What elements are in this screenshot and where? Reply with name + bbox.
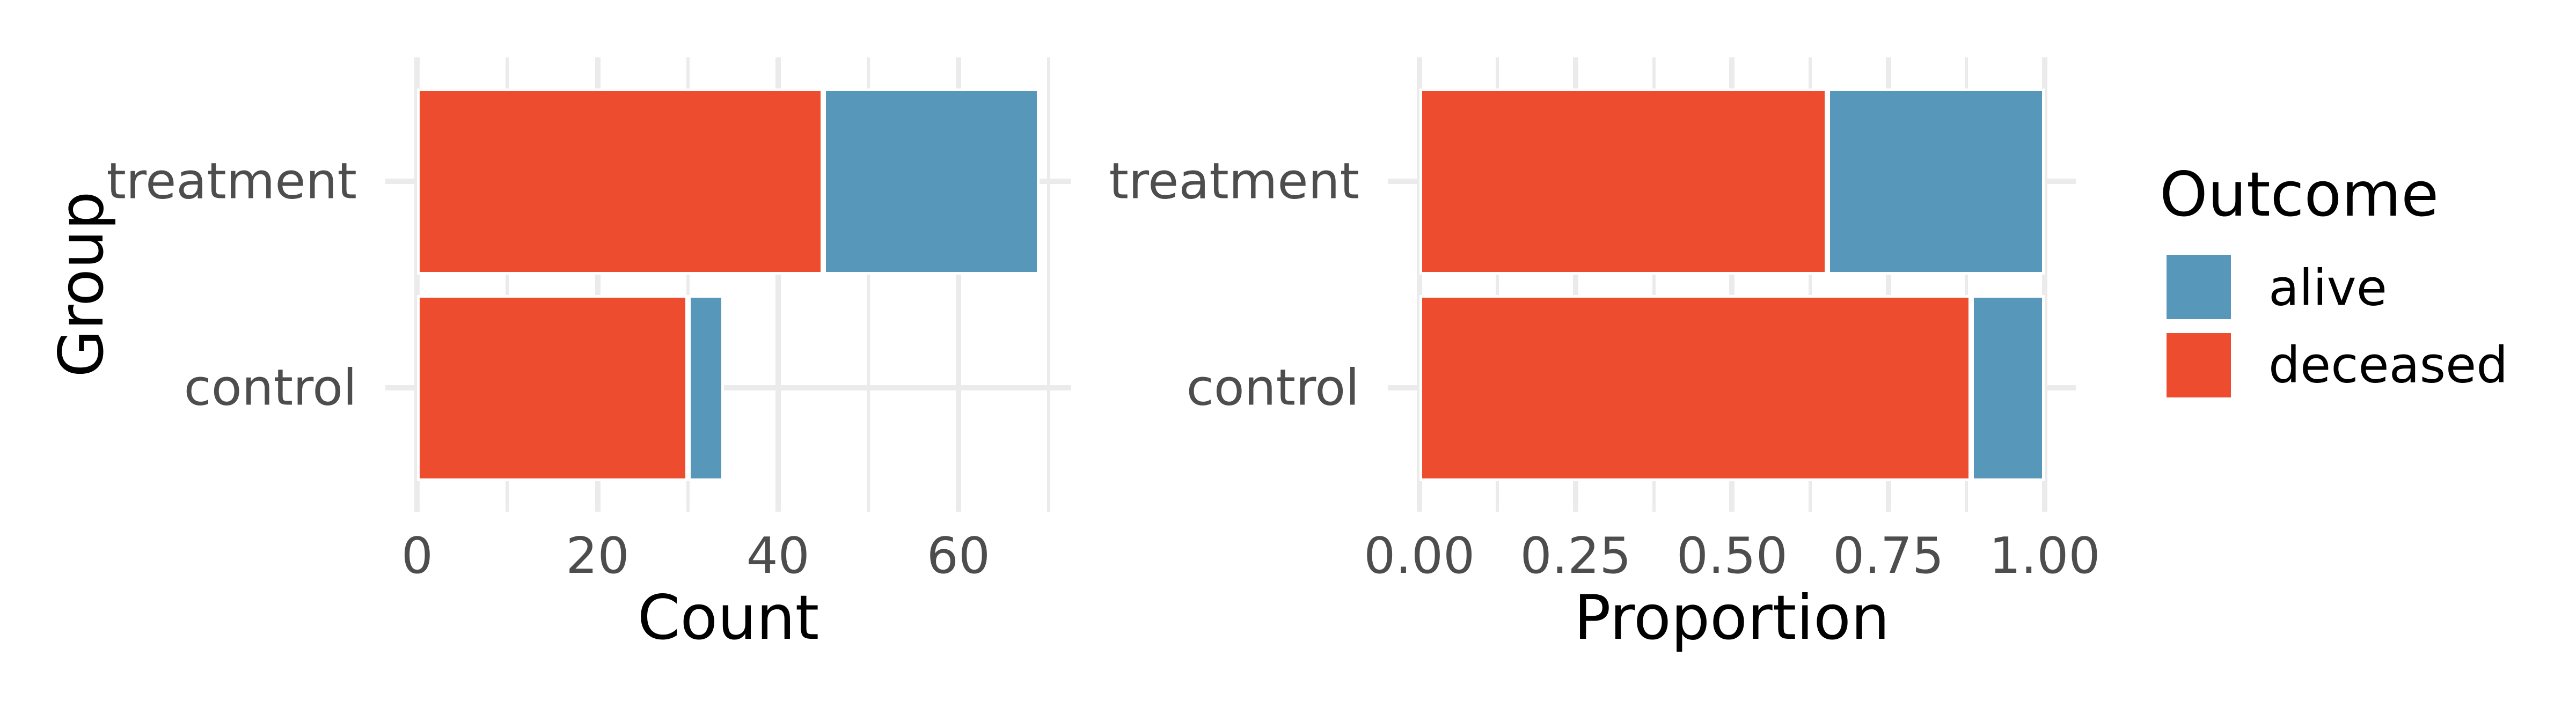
bar-segment-treatment-alive [823,88,1040,275]
minor-gridline [1965,57,1968,512]
minor-gridline [1652,57,1656,512]
minor-gridline [506,57,509,512]
x-axis-title-count: Count [637,582,819,653]
x-tick-label: 40 [746,527,810,585]
x-tick-label: 0.75 [1833,527,1944,585]
y-category-label-control: control [184,358,357,417]
major-gridline [775,57,781,512]
bar-segment-control-deceased [417,294,688,481]
major-gridline [2042,57,2047,512]
bar-segment-treatment-deceased [1419,88,1827,275]
y-category-label-treatment: treatment [1109,152,1359,210]
bar-segment-treatment-alive [1827,88,2045,275]
legend-key-deceased [2167,333,2231,397]
x-axis-title-proportion: Proportion [1574,582,1890,653]
y-category-label-control: control [1186,358,1359,417]
y-category-label-treatment: treatment [106,152,357,210]
x-tick-label: 0 [401,527,433,585]
legend-label-alive: alive [2268,259,2387,317]
major-gridline [1573,57,1579,512]
legend-key-alive [2167,255,2231,319]
major-gridline [414,57,420,512]
major-gridline [955,57,961,512]
bar-segment-control-alive [687,294,724,481]
x-tick-label: 60 [926,527,991,585]
minor-gridline [1496,57,1499,512]
bar-segment-control-alive [1971,294,2045,481]
x-tick-label: 0.25 [1520,527,1631,585]
legend-title: Outcome [2160,159,2439,230]
major-gridline [1729,57,1735,512]
major-gridline [1416,57,1422,512]
bar-segment-treatment-deceased [417,88,823,275]
minor-gridline [1047,57,1050,512]
bar-segment-control-deceased [1419,294,1971,481]
y-axis-title-group: Group [46,191,117,378]
major-gridline [1885,57,1891,512]
row-gridline [385,385,1071,390]
major-gridline [595,57,601,512]
minor-gridline [866,57,870,512]
x-tick-label: 0.00 [1364,527,1475,585]
minor-gridline [686,57,690,512]
x-tick-label: 1.00 [1989,527,2101,585]
legend-label-deceased: deceased [2268,336,2508,394]
x-tick-label: 20 [566,527,630,585]
minor-gridline [1809,57,1812,512]
x-tick-label: 0.50 [1676,527,1788,585]
